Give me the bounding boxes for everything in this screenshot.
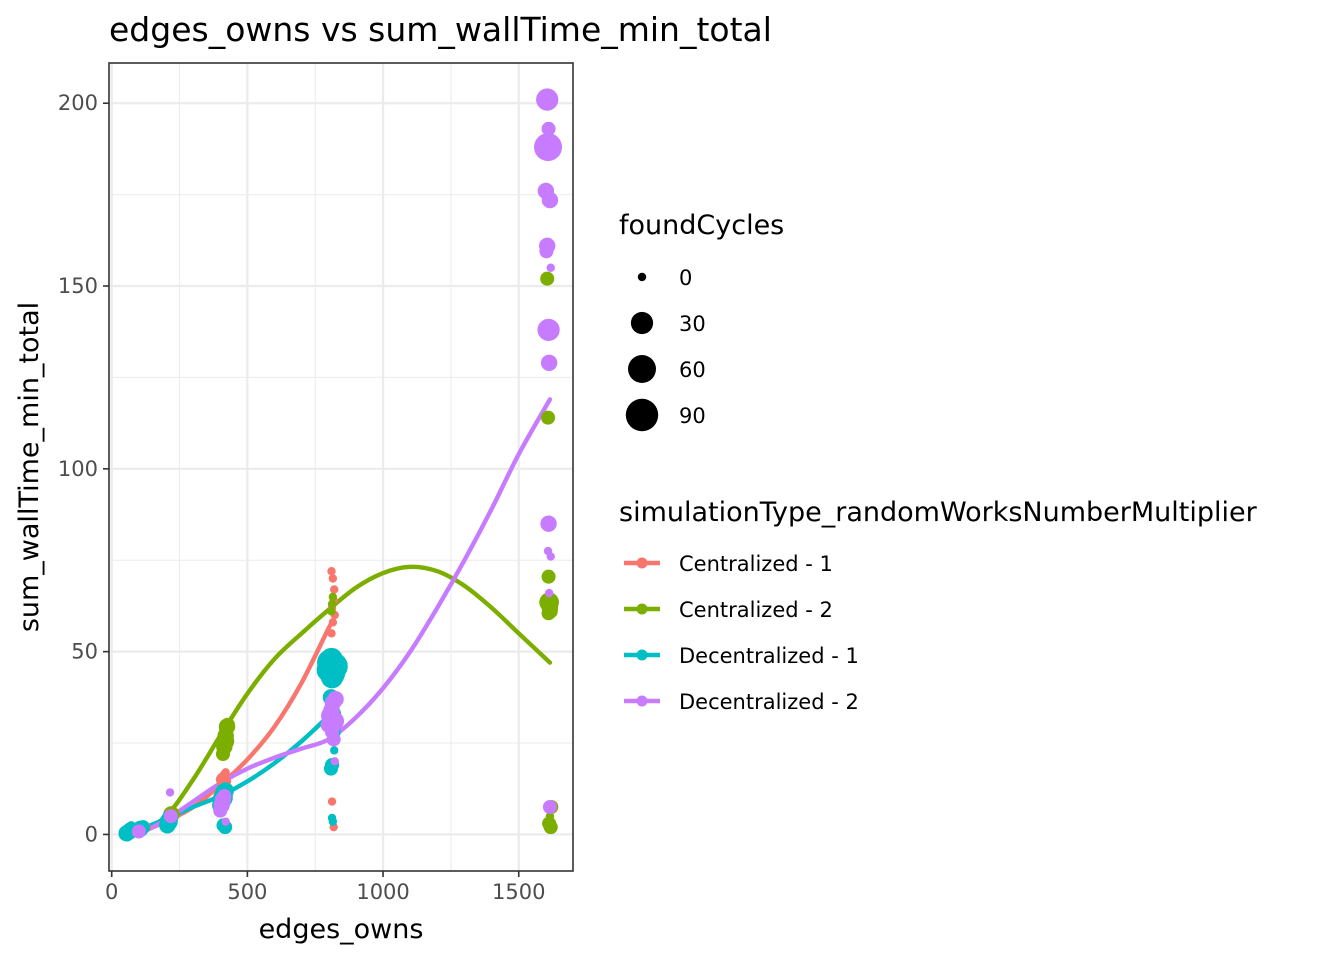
data-points [118, 88, 563, 842]
size-legend-key [625, 398, 659, 432]
data-point [327, 797, 337, 806]
size-legend-title: foundCycles [619, 210, 784, 241]
grid-minor [109, 63, 573, 871]
data-point [546, 552, 555, 561]
data-point [536, 88, 559, 111]
data-point [541, 191, 559, 209]
size-legend-label: 30 [679, 312, 706, 336]
smooth-line [136, 564, 553, 835]
chart-title: edges_owns vs sum_wallTime_min_total [109, 10, 772, 49]
size-legend-key [628, 355, 656, 383]
data-point [541, 121, 556, 136]
data-point [165, 788, 175, 797]
color-legend-label: Decentralized - 1 [679, 644, 859, 668]
color-legend-label: Decentralized - 2 [679, 690, 859, 714]
y-tick-label: 50 [71, 640, 98, 664]
data-point [328, 817, 338, 826]
data-point [328, 574, 338, 583]
y-axis: 0 50 100 150 200 [58, 91, 109, 846]
data-point [539, 244, 554, 259]
data-point [163, 809, 178, 824]
data-point [330, 746, 339, 755]
color-legend-key [636, 649, 648, 661]
data-point [330, 585, 339, 594]
y-tick-label: 0 [85, 822, 98, 846]
data-point [327, 599, 337, 609]
data-point [327, 566, 336, 576]
data-point [540, 271, 555, 286]
data-point [217, 789, 232, 804]
x-tick-label: 1000 [356, 880, 409, 904]
size-legend-label: 90 [679, 404, 706, 428]
size-legend-key [630, 311, 654, 335]
data-point [546, 263, 555, 272]
data-point [540, 354, 558, 372]
data-point [320, 666, 344, 689]
color-legend-label: Centralized - 1 [679, 552, 833, 576]
color-legend: simulationType_randomWorksNumberMultipli… [619, 497, 1258, 714]
x-axis: 0 500 1000 1500 [105, 871, 545, 904]
x-axis-title: edges_owns [259, 914, 424, 945]
plot-panel [108, 62, 574, 872]
panel-border [108, 62, 574, 872]
y-axis-title: sum_wallTime_min_total [14, 302, 45, 632]
data-point [220, 717, 235, 732]
data-point [541, 569, 556, 584]
data-point [221, 768, 230, 777]
x-tick-label: 1500 [492, 880, 545, 904]
size-legend-key [637, 272, 647, 282]
color-legend-key [636, 695, 648, 707]
data-point [542, 799, 557, 815]
smooth-line [125, 707, 336, 836]
data-point [328, 592, 338, 601]
x-tick-label: 500 [227, 880, 267, 904]
panel-background [109, 63, 573, 871]
y-tick-label: 200 [58, 91, 98, 115]
size-legend-label: 0 [679, 266, 692, 290]
data-point [221, 817, 230, 826]
data-point [540, 515, 557, 532]
size-legend: foundCycles 0 30 60 90 [619, 210, 784, 432]
size-legend-label: 60 [679, 358, 706, 382]
data-point [330, 757, 339, 766]
grid-major [109, 63, 573, 871]
data-point [543, 604, 558, 619]
data-point [327, 607, 336, 616]
data-point [327, 690, 344, 708]
data-point [327, 629, 336, 638]
smooth-line [139, 397, 553, 836]
x-tick-label: 0 [105, 880, 118, 904]
y-tick-label: 150 [58, 274, 98, 298]
data-point [137, 825, 146, 835]
color-legend-key [636, 557, 648, 569]
data-point [543, 820, 558, 835]
data-point [542, 132, 557, 147]
data-point [544, 588, 554, 598]
y-tick-label: 100 [58, 457, 98, 481]
color-legend-key [636, 603, 648, 615]
color-legend-title: simulationType_randomWorksNumberMultipli… [619, 497, 1258, 528]
color-legend-label: Centralized - 2 [679, 598, 833, 622]
data-point [541, 410, 556, 425]
data-point [326, 732, 341, 747]
data-point [328, 618, 338, 627]
data-point [537, 318, 560, 342]
